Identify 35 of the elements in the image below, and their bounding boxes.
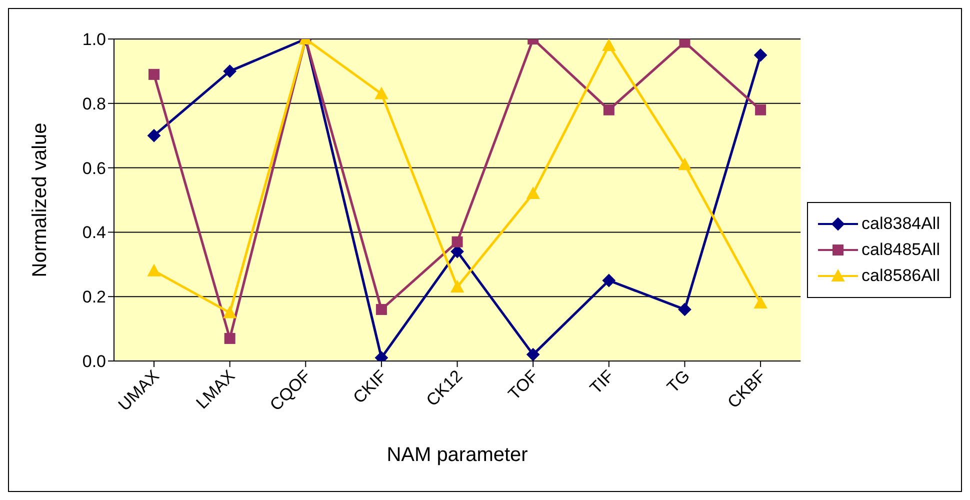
point xyxy=(148,68,160,80)
legend-label: cal8586All xyxy=(862,266,940,286)
y-tick-label: 0.6 xyxy=(82,158,106,178)
point xyxy=(450,245,464,258)
x-tick-label: TG xyxy=(663,366,694,397)
point xyxy=(678,302,692,316)
y-axis-title: Normalized value xyxy=(29,122,52,278)
y-tick-label: 0.0 xyxy=(82,352,106,372)
point xyxy=(603,104,614,116)
legend-label: cal8485All xyxy=(862,240,940,260)
point xyxy=(602,274,616,287)
y-tick-label: 1.0 xyxy=(82,30,106,50)
point xyxy=(374,87,388,100)
point xyxy=(602,39,616,51)
point xyxy=(223,306,236,318)
point xyxy=(224,332,236,344)
point xyxy=(755,104,766,116)
point xyxy=(450,280,464,292)
point xyxy=(679,39,690,48)
legend-label: cal8384All xyxy=(862,214,940,234)
point xyxy=(148,129,160,142)
point xyxy=(376,304,387,315)
point xyxy=(452,236,463,248)
point xyxy=(223,64,236,78)
point xyxy=(526,348,540,361)
point xyxy=(526,187,540,200)
point xyxy=(678,158,692,170)
x-axis-title: NAM parameter xyxy=(386,444,528,466)
y-tick-label: 0.4 xyxy=(82,223,106,242)
point xyxy=(754,48,768,62)
point xyxy=(148,264,160,276)
x-tick-label: TIF xyxy=(586,366,618,398)
y-tick-label: 0.8 xyxy=(82,94,106,114)
y-tick-label: 0.2 xyxy=(82,288,106,307)
point xyxy=(754,296,768,309)
